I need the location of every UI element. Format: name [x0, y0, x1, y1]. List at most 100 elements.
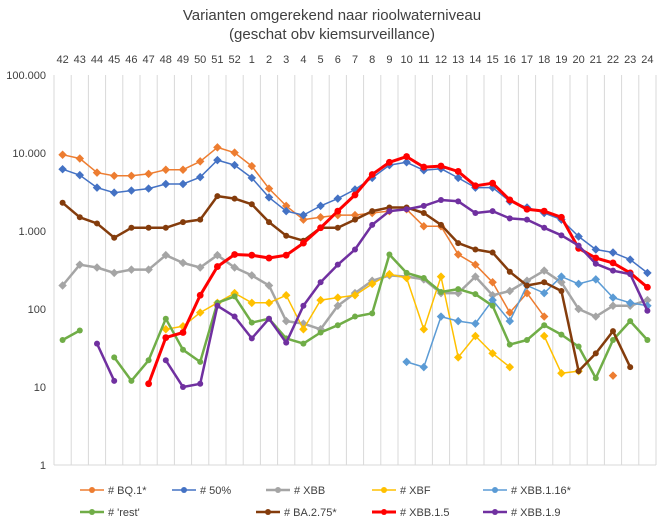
data-point: [127, 171, 136, 181]
data-point: [247, 271, 257, 280]
data-point: [643, 268, 652, 278]
x-tick-label: 42: [56, 54, 68, 66]
data-point: [419, 325, 429, 334]
data-point: [403, 206, 410, 213]
data-point: [489, 208, 496, 215]
legend-item: # XBB.1.5: [372, 507, 450, 519]
data-point: [489, 179, 496, 187]
data-point: [539, 312, 549, 321]
data-point: [627, 364, 634, 371]
y-tick-label: 100.000: [6, 70, 46, 82]
data-point: [231, 251, 239, 258]
data-point: [92, 263, 102, 272]
data-point: [317, 224, 324, 232]
x-tick-label: 6: [335, 54, 341, 66]
x-tick-label: 50: [194, 54, 206, 66]
data-point: [472, 210, 479, 217]
data-point: [471, 331, 480, 341]
data-point: [644, 337, 651, 344]
series-line: [61, 194, 632, 373]
data-point: [610, 337, 616, 344]
data-point: [299, 215, 308, 224]
data-point: [161, 165, 171, 174]
x-tick-label: 18: [538, 54, 550, 66]
data-point: [299, 210, 308, 220]
data-point: [334, 207, 342, 215]
data-point: [282, 251, 290, 259]
x-tick-label: 19: [555, 54, 567, 66]
data-point: [92, 183, 102, 192]
data-point: [575, 242, 582, 249]
data-point: [334, 224, 341, 231]
x-tick-label: 48: [160, 54, 172, 66]
data-point: [557, 278, 566, 287]
data-point: [471, 319, 480, 328]
series-line: [147, 155, 649, 386]
data-point: [574, 304, 583, 314]
y-tick-labels: 1 10 100 1.000 10.000 100.000: [6, 70, 46, 472]
data-point: [505, 362, 515, 372]
x-tick-label: 2: [266, 54, 272, 66]
data-point: [109, 188, 119, 197]
data-point: [333, 293, 343, 302]
data-point: [455, 240, 462, 247]
x-tick-label: 46: [125, 54, 137, 66]
legend-label: # XBB.1.9: [511, 507, 561, 519]
data-point: [59, 199, 66, 206]
data-point: [505, 308, 515, 317]
x-tick-label: 1: [249, 54, 255, 66]
data-point: [420, 163, 428, 171]
legend-label: # XBB.1.16*: [511, 485, 572, 497]
data-point: [197, 358, 204, 365]
data-point: [488, 349, 497, 358]
y-tick-label: 10: [34, 382, 46, 394]
data-point: [472, 246, 479, 253]
data-point: [230, 160, 239, 170]
data-point: [419, 222, 429, 231]
x-tick-label: 8: [369, 54, 375, 66]
data-point: [76, 214, 83, 221]
data-point: [505, 316, 515, 326]
data-point: [506, 268, 513, 275]
data-point: [352, 216, 358, 223]
legend-swatch-marker: [492, 509, 498, 515]
data-point: [213, 155, 222, 165]
data-point: [539, 266, 549, 275]
data-point: [247, 298, 257, 308]
y-tick-label: 10.000: [12, 148, 46, 160]
data-point: [162, 357, 169, 364]
data-point: [266, 219, 272, 226]
data-point: [369, 310, 376, 317]
data-point: [420, 210, 427, 217]
data-point: [111, 354, 118, 361]
data-point: [178, 258, 188, 268]
data-point: [334, 261, 341, 268]
data-point: [386, 208, 393, 215]
legend-item: # BQ.1*: [80, 485, 147, 497]
data-point: [524, 282, 530, 289]
data-point: [351, 191, 359, 199]
data-point: [369, 221, 376, 228]
data-point: [402, 158, 411, 167]
data-point: [75, 170, 85, 180]
x-tick-label: 23: [624, 54, 636, 66]
data-point: [541, 224, 548, 231]
series-7: [145, 153, 651, 388]
data-point: [627, 271, 634, 278]
data-point: [592, 260, 599, 267]
x-tick-label: 43: [74, 54, 86, 66]
data-point: [524, 216, 530, 223]
series-line: [61, 329, 82, 342]
x-tick-label: 14: [469, 54, 481, 66]
data-point: [264, 281, 274, 290]
data-point: [506, 196, 514, 204]
data-point: [178, 179, 188, 189]
series-line: [95, 342, 116, 383]
data-point: [506, 215, 513, 222]
data-point: [454, 168, 462, 175]
data-point: [420, 274, 427, 281]
data-point: [195, 172, 205, 182]
data-point: [111, 234, 118, 241]
data-point: [402, 357, 411, 367]
data-point: [58, 281, 67, 290]
